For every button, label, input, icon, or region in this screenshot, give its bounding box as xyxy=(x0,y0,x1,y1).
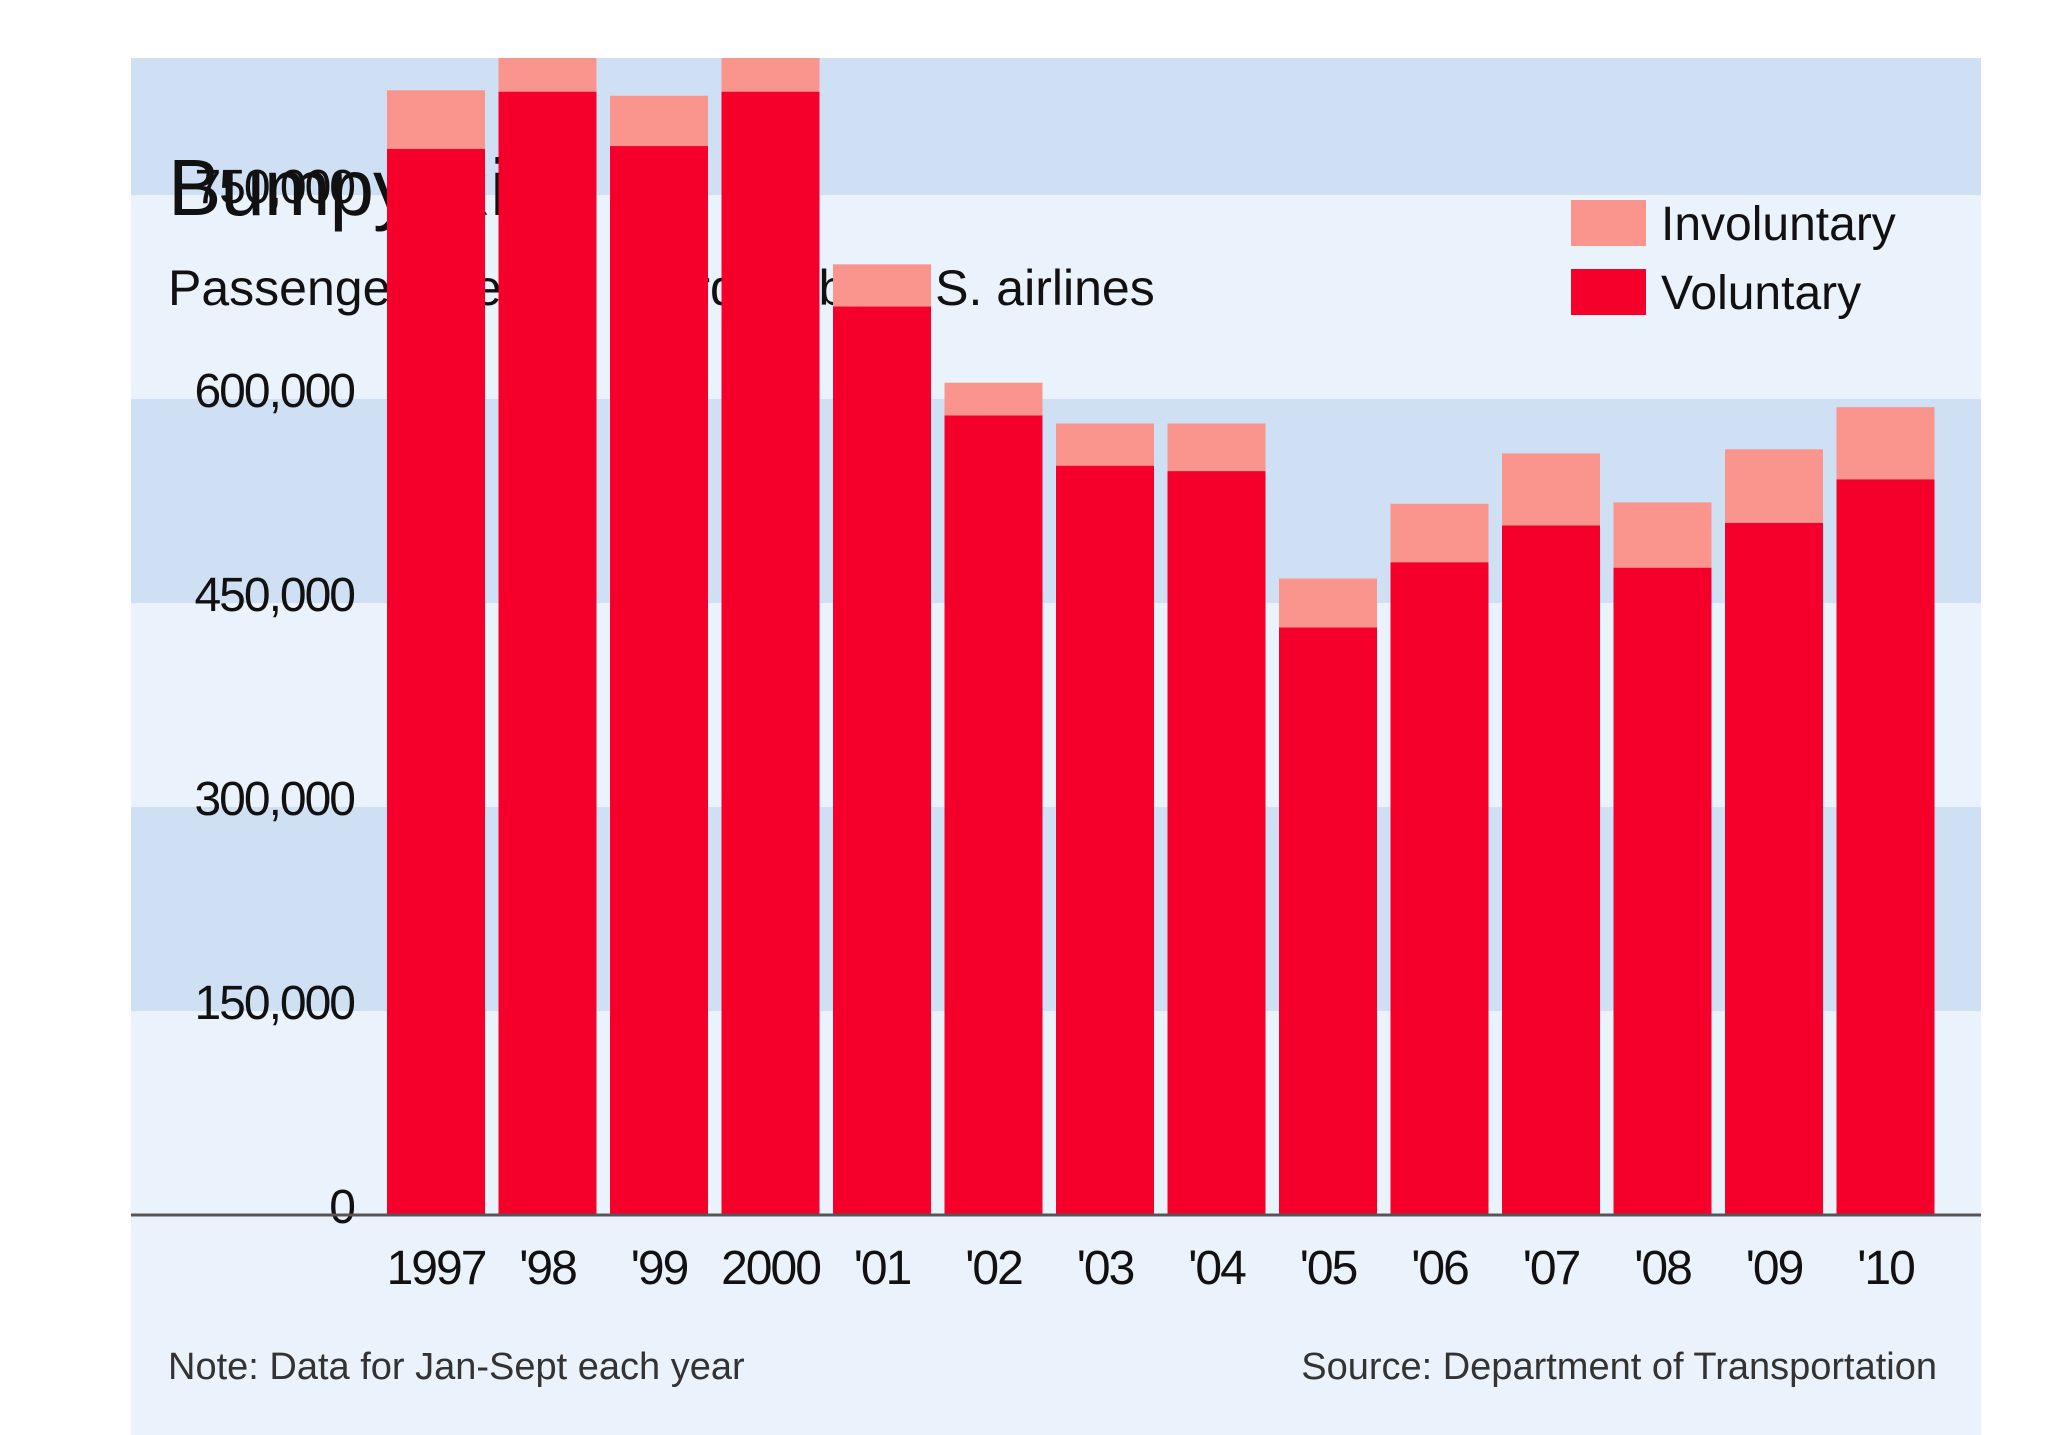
x-tick-label: '02 xyxy=(965,1242,1022,1295)
bar-voluntary xyxy=(1725,522,1823,1215)
bar-voluntary xyxy=(1502,525,1600,1215)
x-tick-label: 2000 xyxy=(721,1242,820,1295)
bar-voluntary xyxy=(721,91,820,1215)
y-tick-label: 0 xyxy=(329,1181,354,1234)
legend-swatch-voluntary xyxy=(1571,269,1646,315)
bar-voluntary xyxy=(1279,627,1377,1215)
bar-involuntary xyxy=(387,90,485,149)
y-tick-label: 450,000 xyxy=(194,569,354,622)
bar-voluntary xyxy=(610,146,708,1215)
chart-source: Source: Department of Transportation xyxy=(1301,1346,1937,1388)
bar-involuntary xyxy=(833,264,931,307)
bar-involuntary xyxy=(1502,453,1600,526)
y-tick-label: 750,000 xyxy=(194,161,354,214)
bar-voluntary xyxy=(1836,479,1935,1215)
bar-involuntary xyxy=(1613,502,1712,568)
chart-panel: Bumpy Ride Passengers denied boarding by… xyxy=(131,58,1981,1435)
x-tick-label: '01 xyxy=(854,1242,911,1295)
bar-involuntary xyxy=(1056,423,1154,466)
x-tick-label: '10 xyxy=(1857,1242,1914,1295)
bar-voluntary xyxy=(1056,465,1154,1215)
legend-label-involuntary: Involuntary xyxy=(1661,198,1896,251)
y-tick-label: 600,000 xyxy=(194,365,354,418)
bar-voluntary xyxy=(498,91,597,1215)
bar-involuntary xyxy=(944,382,1043,416)
bar-involuntary xyxy=(498,58,597,92)
x-axis-ticks: 1997 '98 '99 2000 '01 '02 '03 '04 '05 '06 '07 '08 '0… xyxy=(387,1242,1916,1295)
bar-involuntary xyxy=(610,95,708,147)
bar-involuntary xyxy=(1836,407,1935,480)
bar-involuntary xyxy=(721,58,820,92)
y-axis-ticks: 0 150,000 300,000 450,000 600,000 750,000 xyxy=(194,161,356,1234)
chart-note: Note: Data for Jan-Sept each year xyxy=(168,1346,745,1388)
bar-voluntary xyxy=(944,415,1043,1215)
y-tick-label: 300,000 xyxy=(194,773,354,826)
y-tick-label: 150,000 xyxy=(194,977,354,1030)
x-tick-label: '04 xyxy=(1188,1242,1246,1295)
x-tick-label: '07 xyxy=(1523,1242,1580,1295)
x-tick-label: '99 xyxy=(631,1242,688,1295)
bar-voluntary xyxy=(387,148,485,1215)
x-tick-label: '06 xyxy=(1411,1242,1468,1295)
bars xyxy=(387,58,1935,1216)
legend-swatch-involuntary xyxy=(1571,200,1646,246)
bar-voluntary xyxy=(1167,471,1266,1216)
x-tick-label: 1997 xyxy=(387,1242,486,1295)
bar-voluntary xyxy=(1613,567,1712,1215)
bar-involuntary xyxy=(1390,503,1489,563)
bar-involuntary xyxy=(1167,423,1266,472)
chart-svg: Bumpy Ride Passengers denied boarding by… xyxy=(131,58,1981,1388)
bar-involuntary xyxy=(1725,449,1823,523)
x-tick-label: '05 xyxy=(1300,1242,1357,1295)
x-tick-label: '03 xyxy=(1077,1242,1134,1295)
bar-involuntary xyxy=(1279,578,1377,628)
x-tick-label: '09 xyxy=(1746,1242,1803,1295)
legend: Involuntary Voluntary xyxy=(1571,198,1896,320)
x-tick-label: '98 xyxy=(519,1242,576,1295)
legend-label-voluntary: Voluntary xyxy=(1661,267,1861,320)
bar-voluntary xyxy=(1390,562,1489,1215)
bar-voluntary xyxy=(833,306,931,1215)
x-tick-label: '08 xyxy=(1634,1242,1691,1295)
